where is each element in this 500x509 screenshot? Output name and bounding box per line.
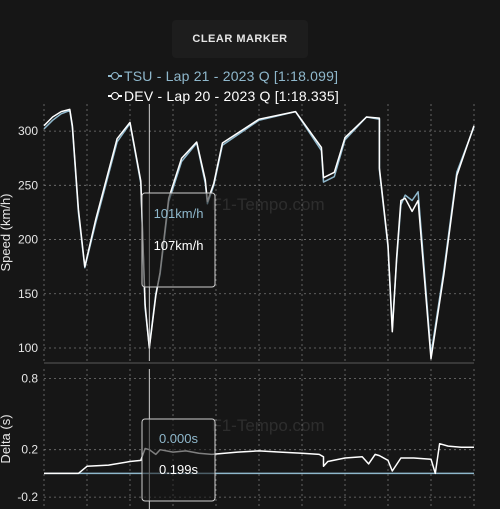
delta-marker-tooltip (141, 418, 216, 502)
legend-marker-dev-icon (108, 91, 122, 101)
speed-series-tsu-line (43, 109, 475, 356)
delta-ylabel: Delta (s) (0, 414, 13, 463)
delta-ytick-label: -0.2 (17, 490, 38, 504)
delta-ytick-label: 0.8 (21, 371, 38, 385)
delta-series-dev-line (44, 442, 474, 475)
delta-tooltip-tsu-value: 0.000s (159, 431, 199, 446)
legend-label-tsu: TSU - Lap 21 - 2023 Q [1:18.099] (124, 68, 339, 84)
delta-tooltip-dev-value: 0.199s (159, 462, 199, 477)
clear-marker-button[interactable]: CLEAR MARKER (172, 20, 308, 58)
speed-ytick-label: 200 (18, 233, 38, 247)
chart-legend: TSU - Lap 21 - 2023 Q [1:18.099] DEV - L… (108, 66, 339, 106)
delta-watermark: F1-Tempo.com (211, 416, 324, 435)
speed-watermark: F1-Tempo.com (211, 195, 324, 214)
speed-marker-tooltip (141, 192, 216, 288)
speed-series-dev-line (43, 108, 475, 360)
legend-marker-tsu-icon (108, 71, 122, 81)
speed-ytick-label: 250 (18, 178, 38, 192)
delta-ytick-label: 0.2 (21, 443, 38, 457)
speed-ytick-label: 150 (18, 287, 38, 301)
legend-label-dev: DEV - Lap 20 - 2023 Q [1:18.335] (124, 88, 339, 104)
legend-entry-dev[interactable]: DEV - Lap 20 - 2023 Q [1:18.335] (108, 86, 339, 106)
speed-ytick-label: 300 (18, 124, 38, 138)
speed-tooltip-tsu-value: 101km/h (154, 206, 204, 221)
speed-ytick-label: 100 (18, 341, 38, 355)
legend-entry-tsu[interactable]: TSU - Lap 21 - 2023 Q [1:18.099] (108, 66, 339, 86)
speed-tooltip-dev-value: 107km/h (154, 238, 204, 253)
speed-ylabel: Speed (km/h) (0, 193, 13, 271)
